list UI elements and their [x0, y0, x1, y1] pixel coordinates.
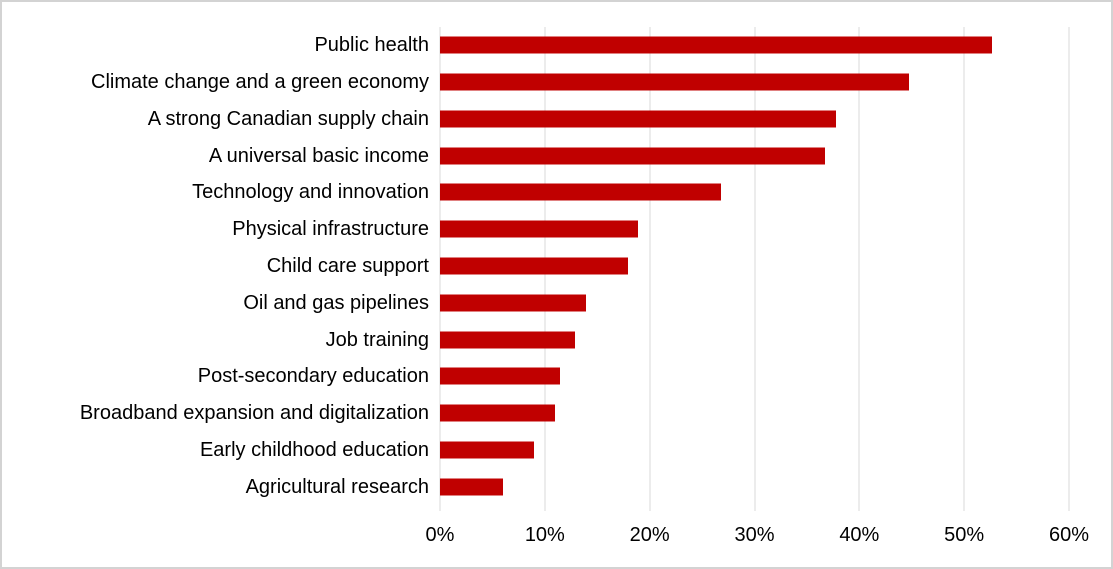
bar: [440, 36, 993, 54]
bar: [440, 331, 576, 348]
gridline: [754, 27, 755, 511]
category-label: Physical infrastructure: [232, 218, 429, 241]
chart-row: Early childhood education: [2, 431, 1065, 468]
chart-row: Job training: [2, 321, 1065, 358]
chart-row: Oil and gas pipelines: [2, 284, 1065, 321]
bar-area: [440, 284, 1065, 321]
chart-row: Climate change and a green economy: [2, 64, 1065, 101]
x-axis-tick-labels: 0% 10% 20% 30% 40% 50% 60%: [426, 523, 1089, 549]
chart-row: Technology and innovation: [2, 174, 1065, 211]
bar-area: [440, 27, 1065, 64]
gridline: [1068, 27, 1070, 511]
category-label: Technology and innovation: [192, 181, 429, 204]
category-label: Public health: [314, 34, 429, 57]
bar-area: [440, 211, 1065, 248]
bar: [440, 441, 534, 459]
category-label: A strong Canadian supply chain: [147, 107, 429, 130]
bar-area: [440, 64, 1065, 101]
bar-area: [440, 101, 1065, 138]
bar: [440, 147, 826, 165]
category-label: Job training: [325, 328, 429, 351]
category-label: Child care support: [266, 254, 429, 277]
bar: [440, 294, 586, 312]
chart-row: Physical infrastructure: [2, 211, 1065, 248]
bar-area: [440, 321, 1065, 358]
bar: [440, 110, 836, 128]
bar-area: [440, 468, 1065, 505]
bar-area: [440, 137, 1065, 174]
category-label: A universal basic income: [208, 144, 429, 167]
gridline: [649, 27, 651, 511]
x-axis-tick-label: 60%: [1048, 524, 1090, 546]
bar: [440, 73, 909, 91]
gridline: [858, 27, 860, 511]
bar: [440, 220, 638, 238]
bar: [440, 404, 555, 422]
category-label: Early childhood education: [199, 438, 429, 461]
chart-rows: Public health Climate change and a green …: [2, 27, 1065, 505]
x-axis-tick-label: 40%: [839, 524, 880, 546]
bar: [440, 367, 560, 385]
chart-row: Broadband expansion and digitalization: [2, 395, 1065, 432]
bar: [440, 183, 722, 201]
x-axis-tick-label: 0%: [425, 524, 455, 546]
chart-row: A strong Canadian supply chain: [2, 101, 1065, 138]
category-label: Post-secondary education: [197, 365, 429, 388]
chart-row: Child care support: [2, 248, 1065, 285]
chart-row: A universal basic income: [2, 137, 1065, 174]
bar-area: [440, 248, 1065, 285]
category-label: Climate change and a green economy: [91, 71, 429, 94]
bar-area: [440, 395, 1065, 432]
x-axis-tick-label: 20%: [629, 524, 670, 546]
bar-area: [440, 174, 1065, 211]
category-label: Oil and gas pipelines: [243, 291, 429, 314]
chart-row: Public health: [2, 27, 1065, 64]
category-label: Agricultural research: [245, 475, 429, 498]
bar-area: [440, 358, 1065, 395]
x-axis-tick-label: 10%: [524, 524, 565, 546]
x-axis-tick-label: 30%: [734, 524, 775, 546]
x-axis-tick-label: 50%: [944, 524, 985, 546]
category-label: Broadband expansion and digitalization: [79, 402, 429, 425]
gridline: [963, 27, 965, 511]
bar: [440, 478, 503, 496]
chart-row: Post-secondary education: [2, 358, 1065, 395]
chart-row: Agricultural research: [2, 468, 1065, 505]
bar-area: [440, 431, 1065, 468]
bar: [440, 257, 628, 275]
